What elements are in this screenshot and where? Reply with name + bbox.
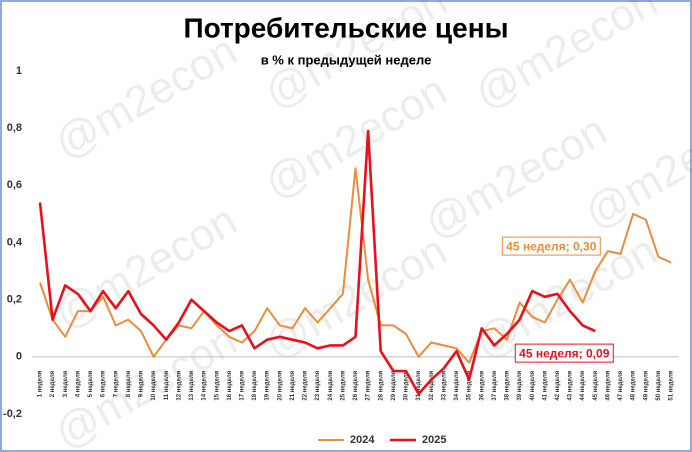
y-tick-label: 0,2 xyxy=(7,294,22,306)
x-tick-label: 28 неделя xyxy=(378,370,384,400)
x-tick-label: 41 неделя xyxy=(542,370,548,400)
x-tick-label: 13 неделя xyxy=(189,370,195,400)
x-tick-label: 9 неделя xyxy=(139,370,145,397)
x-tick-label: 20 неделя xyxy=(277,370,283,400)
x-tick-label: 27 неделя xyxy=(366,370,372,400)
x-tick-label: 6 неделя xyxy=(101,370,107,397)
x-tick-label: 45 неделя xyxy=(593,370,599,400)
x-tick-label: 44 неделя xyxy=(580,370,586,400)
y-tick-label: 0 xyxy=(16,351,22,363)
x-tick-label: 38 неделя xyxy=(505,370,511,400)
x-tick-label: 31 неделя xyxy=(416,370,422,400)
value-label-box xyxy=(514,343,614,363)
x-tick-label: 24 неделя xyxy=(328,370,334,400)
x-tick-label: 23 неделя xyxy=(315,370,321,400)
x-tick-label: 34 неделя xyxy=(454,370,460,400)
x-tick-label: 30 неделя xyxy=(404,370,410,400)
x-tick-label: 26 неделя xyxy=(353,370,359,400)
x-tick-label: 35 неделя xyxy=(467,370,473,400)
x-tick-label: 40 неделя xyxy=(530,370,536,400)
series-line xyxy=(39,167,672,364)
x-tick-label: 25 неделя xyxy=(340,370,346,400)
x-tick-label: 50 неделя xyxy=(656,370,662,400)
x-tick-label: 42 неделя xyxy=(555,370,561,400)
x-tick-label: 14 неделя xyxy=(202,370,208,400)
x-tick-label: 51 неделя xyxy=(669,370,675,400)
x-tick-label: 5 неделя xyxy=(88,370,94,397)
x-tick-label: 19 неделя xyxy=(265,370,271,400)
x-tick-label: 2 неделя xyxy=(50,370,56,397)
x-tick-label: 46 неделя xyxy=(605,370,611,400)
x-tick-label: 4 неделя xyxy=(75,370,81,397)
value-label: 45 неделя; 0,30 xyxy=(506,239,597,253)
x-tick-label: 47 неделя xyxy=(618,370,624,400)
x-tick-label: 21 неделя xyxy=(290,370,296,400)
x-tick-label: 17 неделя xyxy=(239,370,245,400)
legend-label: 2025 xyxy=(422,434,446,446)
x-tick-label: 36 неделя xyxy=(479,370,485,400)
y-tick-label: 0,6 xyxy=(7,179,22,191)
x-tick-label: 1 неделя xyxy=(38,370,44,397)
x-tick-label: 8 неделя xyxy=(126,370,132,397)
y-tick-label: 0,4 xyxy=(7,236,23,248)
y-tick-label: 0,8 xyxy=(7,122,22,134)
x-tick-label: 33 неделя xyxy=(441,370,447,400)
chart-title: Потребительские цены xyxy=(183,12,508,43)
x-tick-label: 29 неделя xyxy=(391,370,397,400)
y-tick-label: 1 xyxy=(16,65,22,77)
x-tick-label: 39 неделя xyxy=(517,370,523,400)
x-tick-label: 32 неделя xyxy=(429,370,435,400)
series-line xyxy=(38,129,596,396)
x-tick-label: 11 неделя xyxy=(164,370,170,400)
x-tick-label: 37 неделя xyxy=(492,370,498,400)
x-tick-label: 7 неделя xyxy=(113,370,119,397)
legend-label: 2024 xyxy=(350,434,375,446)
x-tick-label: 22 неделя xyxy=(303,370,309,400)
x-tick-label: 3 неделя xyxy=(63,370,69,397)
x-tick-label: 12 неделя xyxy=(176,370,182,400)
x-tick-label: 16 неделя xyxy=(227,370,233,400)
x-tick-label: 43 неделя xyxy=(568,370,574,400)
x-tick-label: 48 неделя xyxy=(631,370,637,400)
x-tick-label: 18 неделя xyxy=(252,370,258,400)
x-tick-label: 10 неделя xyxy=(151,370,157,400)
value-label: 45 неделя; 0,09 xyxy=(519,346,610,360)
x-tick-label: 15 неделя xyxy=(214,370,220,400)
chart-subtitle: в % к предыдущей неделе xyxy=(261,52,432,67)
y-tick-label: -0,2 xyxy=(3,408,22,420)
x-tick-label: 49 неделя xyxy=(643,370,649,400)
value-label-box xyxy=(501,236,601,256)
